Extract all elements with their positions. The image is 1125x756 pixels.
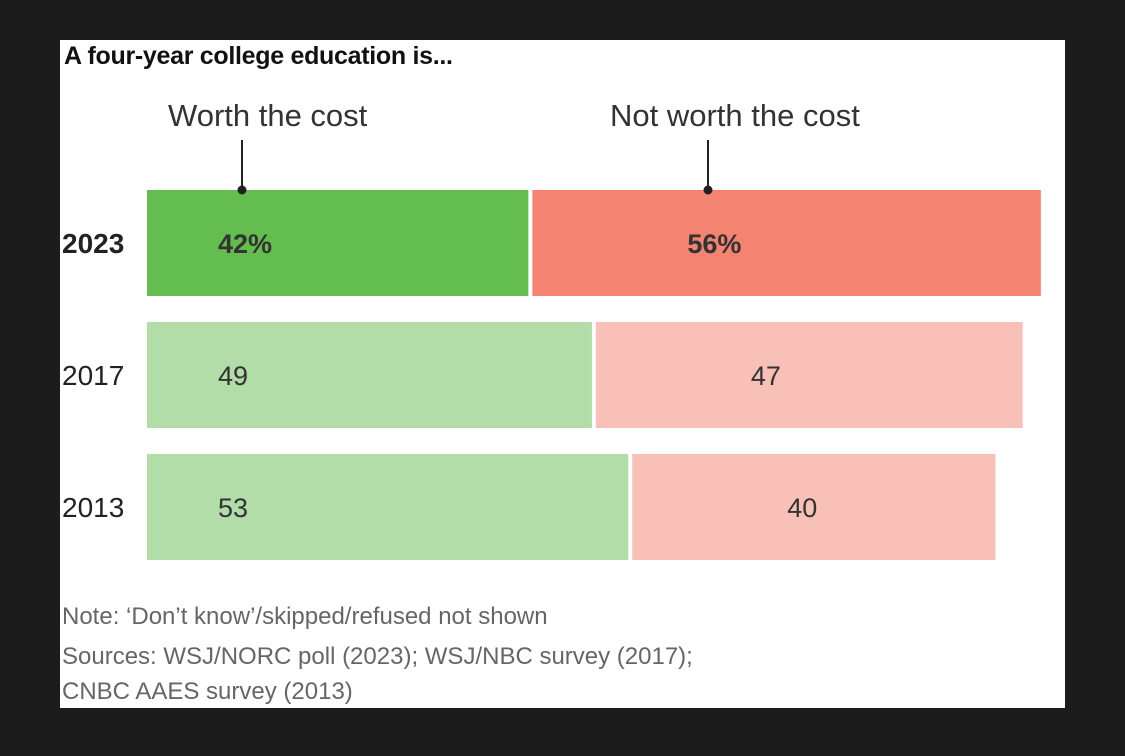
bar-worth-2017 bbox=[147, 322, 592, 428]
bar-not-worth-2023 bbox=[532, 190, 1041, 296]
legend-not-worth-label: Not worth the cost bbox=[610, 98, 860, 133]
chart-title: A four-year college education is... bbox=[64, 42, 453, 70]
sources-text-continued: CNBC AAES survey (2013) bbox=[62, 678, 353, 705]
category-label-2023: 2023 bbox=[62, 228, 124, 259]
data-label-not-worth-2023: 56% bbox=[687, 229, 741, 259]
bar-not-worth-2013 bbox=[632, 454, 996, 560]
legend-leader-dot-not-worth bbox=[703, 185, 713, 195]
data-label-not-worth-2013: 40 bbox=[787, 493, 817, 523]
category-label-2013: 2013 bbox=[62, 492, 124, 523]
data-label-worth-2013: 53 bbox=[218, 493, 248, 523]
bar-worth-2013 bbox=[147, 454, 629, 560]
legend-worth-label: Worth the cost bbox=[168, 98, 368, 133]
sources-text: Sources: WSJ/NORC poll (2023); WSJ/NBC s… bbox=[62, 643, 693, 670]
note-text: Note: ‘Don’t know’/skipped/refused not s… bbox=[62, 603, 548, 630]
data-label-not-worth-2017: 47 bbox=[751, 361, 781, 391]
bar-not-worth-2017 bbox=[595, 322, 1023, 428]
data-label-worth-2017: 49 bbox=[218, 361, 248, 391]
category-label-2017: 2017 bbox=[62, 360, 124, 391]
bar-worth-2023 bbox=[147, 190, 529, 296]
data-label-worth-2023: 42% bbox=[218, 229, 272, 259]
legend-leader-dot-worth bbox=[237, 185, 247, 195]
